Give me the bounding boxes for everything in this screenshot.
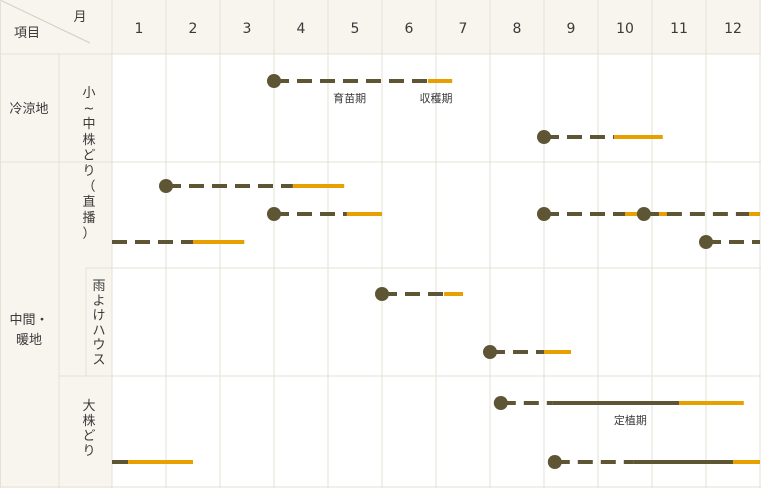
type-label-char: 株	[82, 414, 95, 429]
type-label-char: 播	[82, 211, 95, 226]
phase-label: 収穫期	[420, 92, 453, 105]
type-label: 雨よけハウス	[92, 279, 105, 368]
type-label-char: 直	[82, 195, 95, 210]
month-label: 8	[513, 21, 522, 37]
type-label-char: 雨	[92, 279, 105, 294]
sowing-marker	[547, 455, 562, 469]
month-label: 10	[616, 21, 634, 37]
month-label: 6	[405, 21, 414, 37]
sowing-marker	[493, 396, 508, 410]
corner-diagonal	[0, 0, 91, 44]
month-label: 9	[567, 21, 576, 37]
sowing-marker	[699, 235, 713, 249]
schedule-bars	[112, 74, 760, 469]
sowing-marker	[537, 130, 551, 144]
type-label-char: ）	[82, 226, 95, 241]
type-label-char: ど	[82, 148, 95, 163]
month-label: 4	[297, 21, 306, 37]
type-label-char: 小	[82, 86, 95, 101]
type-label: 小~中株どり（直播）	[82, 86, 95, 241]
region-label: 中間・暖地	[9, 313, 48, 348]
corner-item-label: 項目	[14, 26, 40, 41]
month-label: 5	[351, 21, 360, 37]
month-label: 2	[189, 21, 198, 37]
type-label-char: よ	[92, 294, 105, 309]
region-label-line: 中間・	[9, 313, 48, 328]
corner-month-label: 月	[73, 10, 86, 25]
phase-label: 育苗期	[333, 91, 366, 105]
type-label-char: 大	[82, 399, 95, 414]
region-label: 冷涼地	[9, 102, 48, 117]
type-label-char: け	[92, 309, 105, 324]
type-label: 大株どり	[82, 399, 95, 459]
month-label: 3	[243, 21, 252, 37]
header-background	[0, 0, 761, 54]
sowing-marker	[267, 74, 281, 88]
sowing-marker	[537, 207, 551, 221]
label-column-background	[0, 54, 112, 488]
sowing-marker	[267, 207, 281, 221]
month-label: 11	[670, 21, 688, 37]
month-label: 1	[135, 21, 144, 37]
type-label-char: 株	[82, 133, 95, 148]
month-header: 月 項目 1 2 3 4 5 6 7 8 9 10 11 12	[14, 10, 742, 41]
type-label-char: ス	[92, 353, 105, 368]
sowing-marker	[636, 207, 651, 221]
type-label-char: り	[82, 444, 95, 459]
sowing-marker	[159, 179, 173, 193]
sowing-marker	[375, 287, 389, 301]
month-label: 7	[459, 21, 468, 37]
type-label-char: （	[82, 180, 95, 195]
type-label-char: ~	[84, 102, 95, 117]
type-label-char: り	[82, 164, 95, 179]
type-label-char: ウ	[92, 338, 105, 353]
region-label-line: 暖地	[16, 333, 42, 348]
sowing-marker	[483, 345, 497, 359]
type-label-char: 中	[82, 117, 95, 132]
phase-label: 定植期	[614, 413, 647, 427]
month-label: 12	[724, 21, 742, 37]
type-label-char: ハ	[92, 323, 105, 338]
type-label-char: ど	[82, 429, 95, 444]
